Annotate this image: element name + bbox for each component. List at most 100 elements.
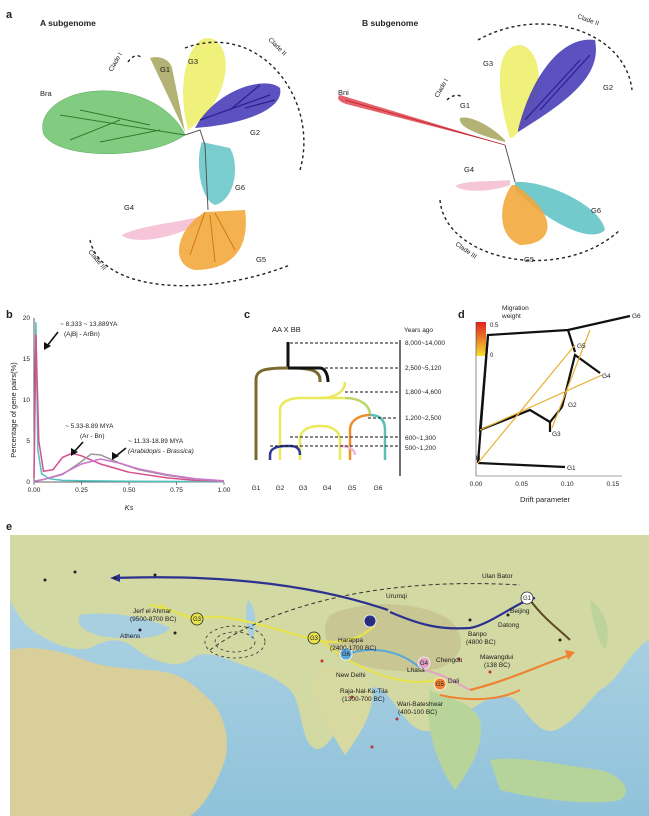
d-legend-gradient [476,322,486,356]
b-arrowhead-2 [71,448,78,456]
badge-g3b [307,631,321,645]
clade-g6-left [198,142,235,205]
c-tip-g4: G4 [323,485,332,492]
svg-text:Jerf el Ahmar: Jerf el Ahmar [133,608,172,615]
c-title: AA X BB [272,325,301,334]
clade-bni-right [338,95,505,145]
badge-g1 [520,591,534,605]
svg-text:Banpo: Banpo [468,631,487,638]
label-g6-right: G6 [591,206,601,215]
map-japan [590,600,608,650]
c-time-1: 8,000~14,000 [405,340,445,347]
b-xtick-2: 0.50 [123,487,136,494]
b-xtick-3: 0.75 [170,487,183,494]
panel-label-e: e [6,521,12,533]
b-series-2 [33,334,225,482]
c-time-2: 2,500~5,120 [405,365,442,372]
c-time-5: 600~1,300 [405,435,436,442]
clade-g6-right [515,181,605,235]
label-g2-right: G2 [603,83,613,92]
b-xtick-0: 0.00 [28,487,41,494]
b-annot-3b: (Arabidopis - Brassica) [128,448,194,455]
b-xtick-4: 1.00 [218,487,231,494]
label-g1-left: G1 [160,65,170,74]
badge-g3a [190,612,204,626]
map-badges: G1 G2 G3 G3 G4 G5 G6 [190,591,534,691]
svg-text:G4: G4 [420,661,429,667]
clade3-arc-left [89,239,291,287]
clade-g3-left [183,37,226,130]
label-g5-left: G5 [256,255,266,264]
map-med-sea [78,613,170,639]
svg-text:(4800 BC): (4800 BC) [466,639,496,646]
clade2-arc-right [477,23,633,91]
clade-g1-right [459,117,505,142]
c-time-4: 1,200~2,500 [405,415,442,422]
svg-text:Urumqi: Urumqi [386,593,407,600]
badge-g4 [417,656,431,670]
d-legend-max: 0.5 [490,323,499,329]
svg-text:Lhasa: Lhasa [407,667,425,674]
c-tip-g5: G5 [348,485,357,492]
b-arrow-3 [115,447,127,457]
svg-text:(400-100 BC): (400-100 BC) [398,709,437,716]
b-annot-1b: (AjBj - ArBn) [64,331,100,338]
map-labels: Ulan Bator Urumqi Beijing Datong Banpo (… [120,573,530,716]
label-clade2-left: Clade II [267,36,288,57]
svg-text:G3: G3 [193,617,202,623]
panel-a-right-title: B subgenome [362,18,418,28]
svg-text:Ulan Bator: Ulan Bator [482,573,514,580]
clade-g5-right [502,185,548,245]
map-africa-arabia [10,648,227,816]
svg-text:(9500-8700 BC): (9500-8700 BC) [130,616,176,623]
b-arrowhead-1 [44,342,51,350]
badge-g5 [433,677,447,691]
map-e [10,535,649,816]
chart-b: 0.00 0.25 0.50 0.75 1.00 0 5 10 15 20 [23,315,231,494]
b-ytick-3: 15 [23,356,31,363]
clade1-arc-right [446,94,463,101]
label-g3-left: G3 [188,57,198,66]
svg-text:G3: G3 [310,636,319,642]
clade-g4-right [455,180,510,191]
svg-text:(138 BC): (138 BC) [484,662,510,669]
label-g6-left: G6 [235,183,245,192]
clade-g4-left [122,215,205,240]
d-tip-g1: G1 [567,465,576,472]
label-g5-right: G5 [524,255,534,264]
label-clade3-left: Clade III [86,249,107,272]
d-tip-g3: G3 [552,431,561,438]
b-arrow-2 [73,441,84,453]
c-time-6: 500~1,200 [405,445,436,452]
tree-a-right [338,39,605,245]
map-site-dots [43,570,562,749]
d-xtick-1: 0.05 [515,481,528,488]
panel-label-b: b [6,309,13,321]
d-legend-min: 0 [490,353,494,359]
tree-a-left [42,37,281,270]
svg-text:Raja-Nal-Ka-Tila: Raja-Nal-Ka-Tila [340,688,388,695]
d-tip-g2: G2 [568,402,577,409]
b-ytick-0: 0 [26,479,30,486]
panel-label-a: a [6,9,13,21]
svg-text:(1300-700 BC): (1300-700 BC) [342,696,385,703]
clade1-arc-left [127,54,143,63]
label-g3-right: G3 [483,59,493,68]
label-g1-right: G1 [460,101,470,110]
b-series-4 [33,458,225,482]
c-right-title: Years ago [404,327,433,334]
badge-g6 [339,647,353,661]
svg-text:Harappa: Harappa [338,637,363,644]
b-ytick-1: 5 [26,438,30,445]
panel-label-d: d [458,309,465,321]
label-g2-left: G2 [250,128,260,137]
panel-a-left-title: A subgenome [40,18,96,28]
c-tip-g6: G6 [374,485,383,492]
label-clade1-right: Clade I [434,77,450,99]
svg-text:Mawangdui: Mawangdui [480,654,513,661]
label-g4-right: G4 [464,165,474,174]
d-legend-title-2: weight [501,313,521,320]
c-tip-g2: G2 [276,485,285,492]
svg-text:Dali: Dali [448,678,459,685]
c-tip-g3: G3 [299,485,308,492]
